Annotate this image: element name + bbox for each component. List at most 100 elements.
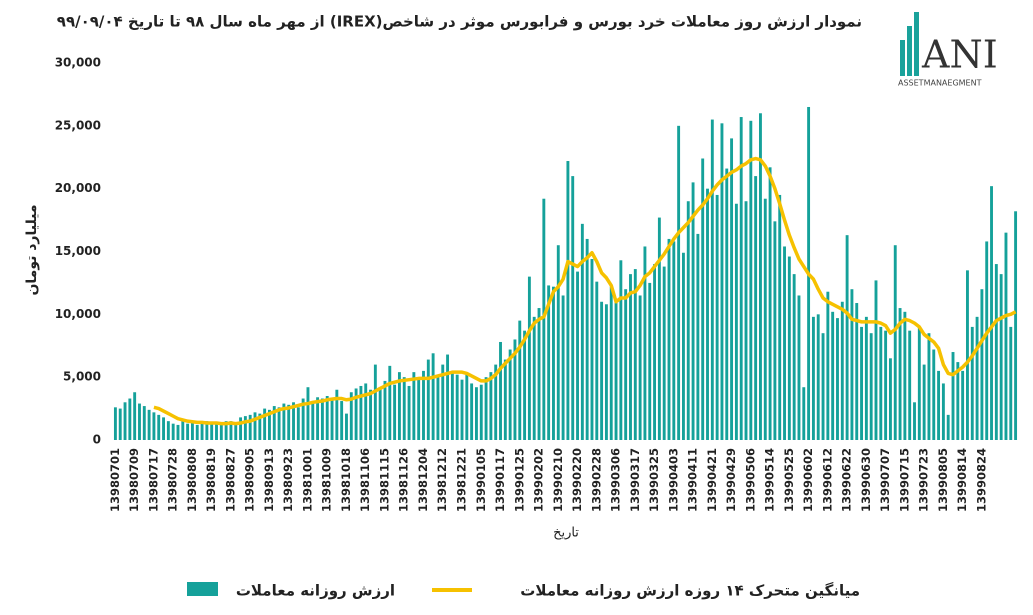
bar xyxy=(133,392,137,440)
logo-bar xyxy=(914,12,919,76)
x-tick-label: 13980709 xyxy=(127,448,141,512)
legend-label: ارزش روزانه معاملات xyxy=(236,582,395,600)
bar xyxy=(990,186,993,440)
bar xyxy=(749,120,753,440)
bar xyxy=(600,301,604,440)
bar xyxy=(951,352,955,440)
bar xyxy=(123,402,127,440)
bar xyxy=(455,374,459,440)
bar xyxy=(494,364,498,440)
bar xyxy=(975,316,979,440)
bar xyxy=(513,339,517,440)
bar xyxy=(277,407,281,440)
bar xyxy=(917,326,921,440)
bar xyxy=(821,333,825,440)
bar xyxy=(653,264,656,440)
y-tick-label: 15,000 xyxy=(55,244,101,258)
bar xyxy=(734,203,738,440)
bar xyxy=(624,289,628,440)
bar xyxy=(706,188,709,440)
x-tick-label: 13990723 xyxy=(917,448,931,512)
bar xyxy=(118,408,122,440)
bar xyxy=(932,349,936,440)
bar xyxy=(999,274,1003,440)
bar xyxy=(537,308,541,440)
bar xyxy=(426,359,430,440)
x-tick-label: 13981115 xyxy=(377,448,391,512)
x-tick-label: 13980808 xyxy=(185,448,199,512)
x-tick-label: 13990202 xyxy=(532,448,546,512)
bar xyxy=(152,412,156,440)
logo-bar xyxy=(907,26,912,76)
bar xyxy=(296,407,300,440)
x-tick-label: 13990105 xyxy=(474,448,488,512)
x-tick-label: 13980701 xyxy=(108,448,122,512)
logo-tagline: ASSETMANAEGMENT xyxy=(898,79,982,88)
bar xyxy=(450,370,454,440)
bar xyxy=(561,295,565,440)
bar xyxy=(619,260,623,440)
bar xyxy=(345,413,348,440)
bar xyxy=(340,401,344,440)
bar xyxy=(301,398,305,440)
x-tick-label: 13990525 xyxy=(782,448,796,512)
bar xyxy=(412,372,416,440)
bar xyxy=(855,303,859,440)
bar xyxy=(282,403,286,440)
bar xyxy=(994,264,998,440)
x-tick-label: 13980819 xyxy=(204,448,218,512)
bar xyxy=(860,326,863,440)
bar xyxy=(604,304,608,440)
bar xyxy=(585,238,589,440)
bar xyxy=(475,387,478,440)
bar xyxy=(219,424,223,440)
bar xyxy=(580,223,584,440)
bar xyxy=(138,403,141,440)
bar xyxy=(763,198,767,440)
x-tick-label: 13990403 xyxy=(666,448,680,512)
bar xyxy=(638,295,642,440)
bar xyxy=(778,194,782,440)
x-tick-label: 13990421 xyxy=(705,448,719,512)
chart-title: نمودار ارزش روز معاملات خرد بورس و فرابو… xyxy=(57,13,862,31)
bar xyxy=(922,364,926,440)
bar xyxy=(210,423,214,440)
bar xyxy=(460,379,464,440)
bar xyxy=(768,167,772,440)
legend-swatch xyxy=(187,582,218,596)
bar xyxy=(166,421,170,440)
bar xyxy=(369,389,372,440)
bar xyxy=(268,409,271,440)
bar xyxy=(311,403,315,440)
x-axis-label: تاریخ xyxy=(553,526,579,541)
bar xyxy=(272,406,276,440)
x-tick-label: 13990805 xyxy=(936,448,950,512)
bar xyxy=(845,235,849,440)
bar xyxy=(253,412,257,440)
bar xyxy=(937,370,941,440)
bar xyxy=(359,385,363,440)
bar xyxy=(215,422,218,440)
bar xyxy=(258,413,262,440)
x-tick-label: 13980728 xyxy=(166,448,180,512)
y-tick-label: 0 xyxy=(93,433,101,447)
legend-label: میانگین متحرک ۱۴ روزه ارزش روزانه معاملا… xyxy=(520,582,860,600)
bar xyxy=(186,423,190,440)
y-tick-label: 5,000 xyxy=(63,370,101,384)
bar xyxy=(609,286,613,440)
bar xyxy=(263,408,267,440)
x-tick-label: 13981221 xyxy=(455,448,469,512)
bar xyxy=(1009,326,1013,440)
bar xyxy=(446,354,450,440)
bar xyxy=(893,245,897,440)
bar xyxy=(571,176,575,440)
bar xyxy=(248,414,252,440)
bar xyxy=(234,422,238,440)
bar xyxy=(523,330,527,440)
bar xyxy=(441,364,445,440)
bar xyxy=(739,117,743,440)
bar xyxy=(874,280,878,440)
logo-name: ANI xyxy=(921,33,998,77)
bar xyxy=(378,387,382,440)
x-tick-label: 13990220 xyxy=(570,448,584,512)
